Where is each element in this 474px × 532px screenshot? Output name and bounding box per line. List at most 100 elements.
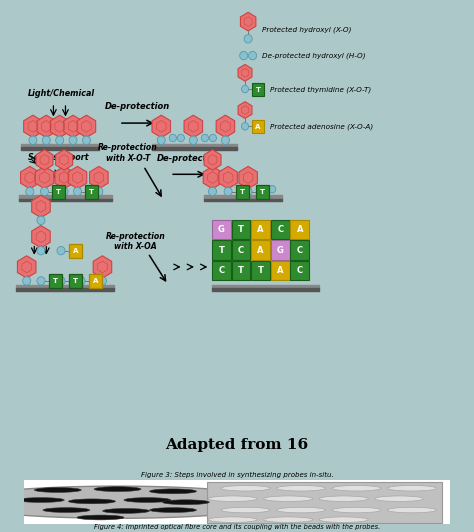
FancyBboxPatch shape [52,185,65,198]
Polygon shape [240,12,256,31]
Circle shape [124,497,171,502]
Circle shape [177,134,184,142]
FancyBboxPatch shape [291,220,309,239]
Ellipse shape [208,496,257,502]
Circle shape [40,187,48,196]
Polygon shape [90,167,108,189]
Circle shape [37,277,45,285]
FancyBboxPatch shape [291,261,309,280]
Text: T: T [238,225,244,234]
Text: Re-protection
with X-O-T: Re-protection with X-O-T [98,143,158,163]
Circle shape [29,136,37,145]
Ellipse shape [221,508,270,513]
Text: C: C [297,246,303,255]
Ellipse shape [221,486,270,491]
FancyBboxPatch shape [236,185,249,198]
Circle shape [57,277,65,285]
Text: Figure 3: Steps involved in synthesizing probes in-situ.: Figure 3: Steps involved in synthesizing… [141,472,333,478]
Polygon shape [184,115,202,138]
Polygon shape [32,195,50,218]
Polygon shape [32,226,50,248]
Text: C: C [297,266,303,275]
Text: Protected hydroxyl (X-O): Protected hydroxyl (X-O) [262,26,351,33]
FancyBboxPatch shape [69,274,82,288]
Circle shape [82,136,91,145]
Text: T: T [56,188,61,195]
Text: De-protected hydroxyl (H-O): De-protected hydroxyl (H-O) [262,52,365,59]
Circle shape [35,488,82,493]
FancyBboxPatch shape [271,220,290,239]
Text: A: A [257,246,264,255]
Polygon shape [0,486,280,518]
Text: G: G [218,225,225,234]
Polygon shape [18,256,36,278]
Text: T: T [260,188,265,195]
Circle shape [94,487,141,492]
FancyBboxPatch shape [252,120,264,134]
Text: C: C [219,266,225,275]
Circle shape [149,508,196,512]
Text: Re-protection
with X-OA: Re-protection with X-OA [106,232,165,251]
Ellipse shape [387,508,437,513]
Circle shape [244,187,252,196]
Polygon shape [204,149,221,170]
Ellipse shape [319,517,368,522]
FancyBboxPatch shape [232,240,250,260]
Text: Adapted from 16: Adapted from 16 [165,438,309,452]
Text: Solid support: Solid support [27,153,88,162]
Text: A: A [255,124,261,130]
Circle shape [209,187,217,196]
Circle shape [23,277,31,285]
Polygon shape [50,115,69,138]
Polygon shape [64,115,82,138]
FancyBboxPatch shape [212,261,231,280]
FancyBboxPatch shape [89,274,102,288]
Polygon shape [24,115,42,138]
Text: T: T [89,188,94,195]
FancyBboxPatch shape [251,261,270,280]
Text: A: A [277,266,283,275]
Polygon shape [37,115,55,138]
Polygon shape [238,102,252,119]
Circle shape [157,136,165,145]
Text: G: G [277,246,283,255]
Circle shape [210,134,217,142]
Polygon shape [68,167,87,189]
Circle shape [189,136,197,145]
Text: T: T [258,266,264,275]
FancyBboxPatch shape [271,240,290,260]
Circle shape [241,86,248,93]
Ellipse shape [374,496,424,502]
Ellipse shape [332,486,381,491]
Circle shape [240,52,248,60]
Circle shape [149,489,196,494]
Circle shape [57,246,65,255]
Circle shape [77,277,85,285]
Text: C: C [277,225,283,234]
Circle shape [241,123,248,130]
Ellipse shape [387,486,437,491]
Text: De-protection: De-protection [105,103,171,112]
Ellipse shape [276,508,326,513]
Polygon shape [203,167,222,189]
Polygon shape [55,167,73,189]
FancyBboxPatch shape [232,220,250,239]
Circle shape [221,136,229,145]
Circle shape [42,136,50,145]
FancyBboxPatch shape [251,220,270,239]
FancyBboxPatch shape [291,240,309,260]
FancyBboxPatch shape [48,274,62,288]
Text: Protected adenosine (X-O-A): Protected adenosine (X-O-A) [270,123,374,130]
Ellipse shape [276,486,326,491]
FancyBboxPatch shape [251,240,270,260]
FancyBboxPatch shape [252,83,264,96]
Circle shape [169,134,176,142]
Circle shape [18,497,64,502]
Text: De-protection: De-protection [156,154,222,163]
Text: A: A [73,247,78,254]
Text: Light/Chemical: Light/Chemical [27,89,95,98]
Circle shape [102,509,149,513]
Circle shape [269,186,276,193]
Polygon shape [20,167,39,189]
Text: Figure 4: Imprinted optical fibre core and its coupling with the beads with the : Figure 4: Imprinted optical fibre core a… [94,524,380,530]
